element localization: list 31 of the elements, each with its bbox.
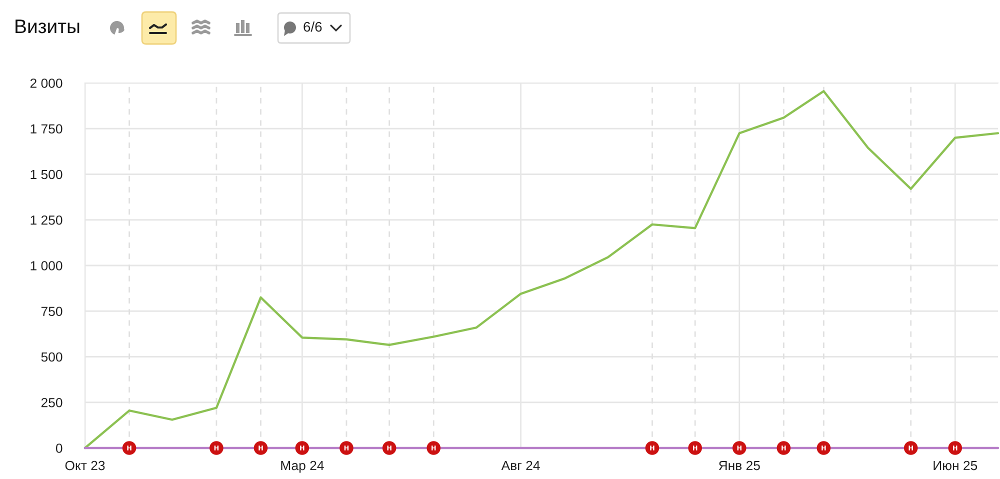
y-tick-label: 1 500 — [30, 170, 62, 180]
annotation: н — [214, 446, 219, 450]
y-tick-label: 750 — [41, 306, 62, 316]
annotation: н — [693, 446, 698, 450]
y-tick-label: 2 000 — [30, 78, 62, 88]
annotation: н — [387, 446, 392, 450]
annotation: н — [344, 446, 349, 450]
y-tick-label: 250 — [41, 398, 62, 408]
annotation: н — [258, 446, 263, 450]
y-tick-label: 0 — [56, 444, 62, 453]
x-tick-label: Июн 25 — [934, 460, 978, 470]
x-tick-label: Янв 25 — [718, 460, 760, 470]
x-tick-label: Мар 24 — [281, 460, 324, 473]
annotation: н — [737, 446, 742, 450]
y-tick-label: 500 — [41, 352, 62, 362]
chart-title: Визиты — [16, 20, 80, 34]
text: 6/6 — [304, 22, 322, 32]
annotation: н — [953, 446, 958, 450]
y-tick-label: 1 000 — [30, 261, 62, 270]
annotation: н — [822, 446, 826, 450]
annotation: н — [908, 446, 913, 450]
x-tick-label: Авг 24 — [501, 460, 540, 470]
annotation: н — [127, 446, 132, 450]
annotation: н — [300, 446, 304, 450]
y-tick-label: 1 750 — [30, 124, 62, 134]
x-tick-label: Окт 23 — [65, 460, 105, 470]
line-series — [84, 90, 1000, 450]
annotation: н — [782, 446, 786, 450]
y-tick-label: 1 250 — [30, 215, 62, 225]
annotation: н — [650, 446, 654, 450]
annotation: н — [432, 446, 436, 450]
